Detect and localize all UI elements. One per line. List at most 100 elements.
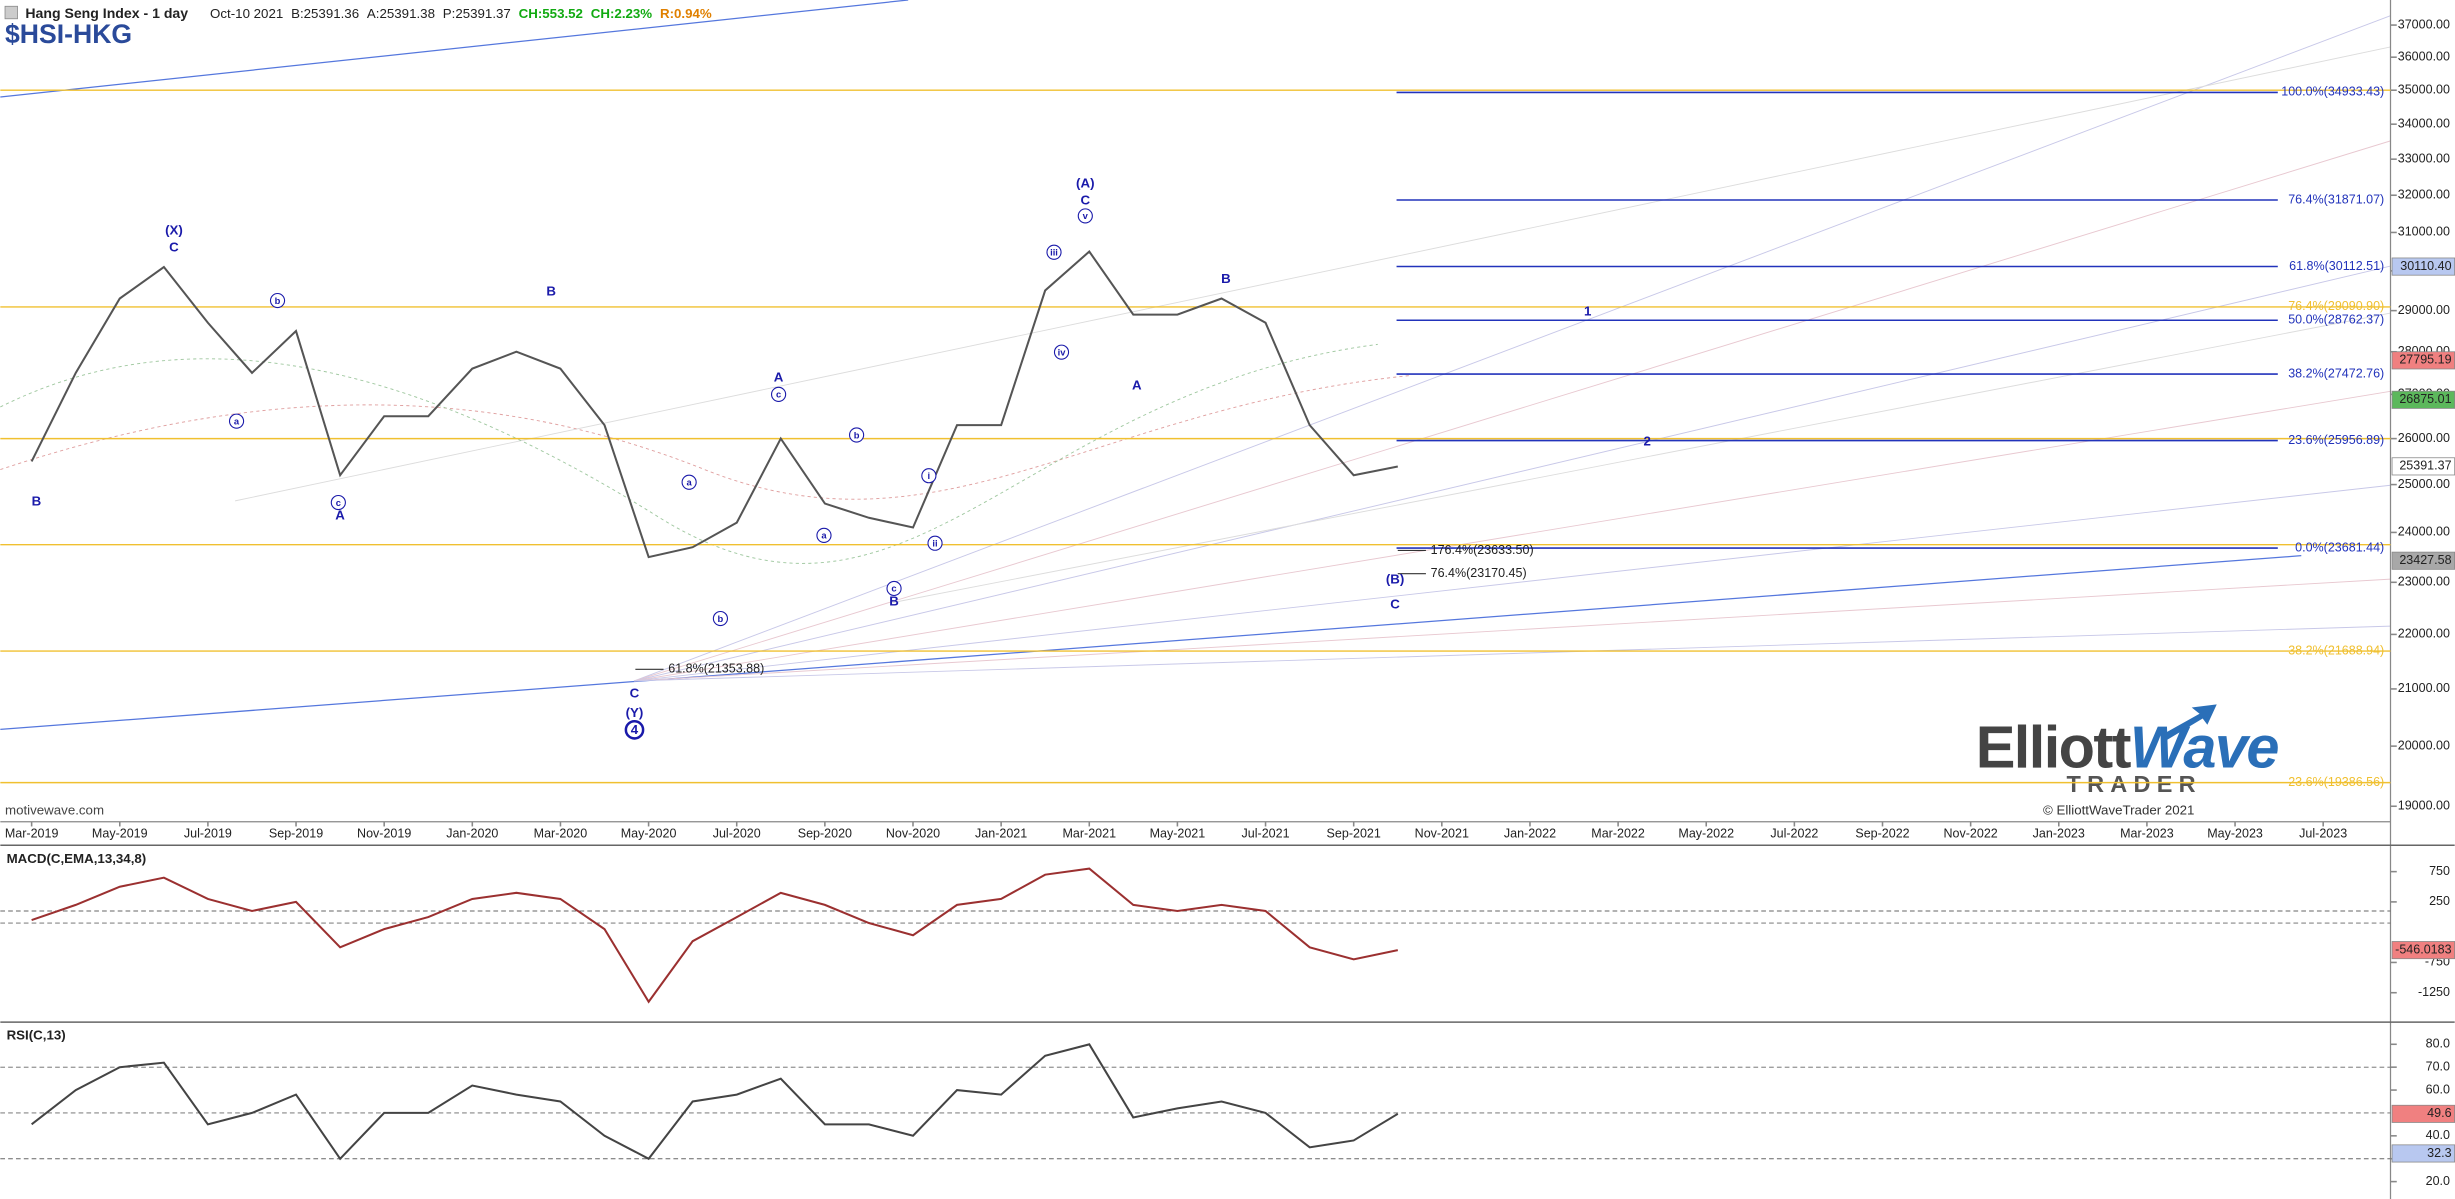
wave-label: c — [776, 389, 781, 400]
x-tick-label: May-2021 — [1150, 827, 1206, 841]
data-line — [31, 1043, 1399, 1161]
wave-label: ii — [932, 537, 937, 548]
moving-average — [0, 343, 1378, 564]
logo: ElliottWave — [1976, 713, 2279, 780]
level-label: 23.6%(19386.56) — [2288, 775, 2384, 789]
wave-label: b — [854, 429, 860, 440]
copyright: © ElliottWaveTrader 2021 — [2043, 802, 2194, 817]
y-tick-label: 34000.00 — [2398, 116, 2450, 130]
x-tick-label: Jan-2023 — [2033, 827, 2085, 841]
wave-label: a — [821, 530, 827, 541]
range: R:0.94% — [660, 6, 712, 21]
wave-circle — [1046, 244, 1062, 260]
price-marker-label: 23427.58 — [2399, 553, 2451, 567]
y-tick-label: 19000.00 — [2398, 799, 2450, 813]
x-tick-label: Jul-2019 — [184, 827, 232, 841]
x-tick-label: Jan-2021 — [975, 827, 1027, 841]
wave-label: C — [630, 686, 640, 701]
x-tick-label: Sep-2021 — [1327, 827, 1381, 841]
fib-label: 23.6%(25956.89) — [2288, 433, 2384, 447]
y-tick-label: 80.0 — [2426, 1037, 2450, 1051]
x-tick-label: Jul-2021 — [1242, 827, 1290, 841]
x-tick-label: Nov-2022 — [1944, 827, 1998, 841]
panel-title: MACD(C,EMA,13,34,8) — [7, 851, 147, 866]
y-tick-label: -1250 — [2418, 985, 2450, 999]
wave-label: a — [687, 477, 693, 488]
x-tick-label: May-2022 — [1678, 827, 1734, 841]
quote-bar: Oct-10 2021 B:25391.36 A:25391.38 P:25391.3… — [210, 6, 712, 21]
wave-label: c — [891, 583, 896, 594]
wave-circle — [1053, 344, 1070, 360]
bid: B:25391.36 — [291, 6, 359, 21]
price-marker-label: -546.0183 — [2395, 942, 2451, 956]
moving-average — [0, 375, 1410, 500]
wave-circle — [228, 413, 245, 429]
y-tick-label: 33000.00 — [2398, 151, 2450, 165]
wave-label: v — [1083, 210, 1089, 221]
x-tick-label: Nov-2021 — [1415, 827, 1469, 841]
y-tick-label: 32000.00 — [2398, 188, 2450, 202]
level-label: 38.2%(21688.94) — [2288, 643, 2384, 657]
wave-label: iii — [1050, 247, 1058, 258]
trendlines — [0, 0, 2391, 731]
symbol: $HSI-HKG — [5, 19, 132, 49]
ask: A:25391.38 — [367, 6, 435, 21]
fan-line — [235, 46, 2391, 502]
wave-circle — [330, 494, 346, 511]
price-marker-label: 30110.40 — [2400, 259, 2451, 273]
date: Oct-10 2021 — [210, 6, 283, 21]
wave-circle — [816, 527, 832, 543]
wave-label: B — [32, 493, 42, 508]
x-tick-label: Nov-2019 — [357, 827, 411, 841]
icon — [4, 5, 18, 20]
wave-label: i — [928, 470, 931, 481]
wave-circle — [624, 719, 645, 740]
price-marker-label: 26875.01 — [2399, 392, 2451, 406]
wave-circle — [712, 610, 729, 627]
price-marker-label: 49.6 — [2427, 1106, 2451, 1120]
fan-line — [634, 390, 2391, 682]
x-tick-label: Mar-2019 — [5, 827, 59, 841]
y-tick-label: 250 — [2429, 894, 2450, 908]
y-tick-label: 21000.00 — [2398, 681, 2450, 695]
change-pct: CH:2.23% — [591, 6, 653, 21]
y-tick-label: 40.0 — [2426, 1128, 2450, 1142]
wave-circle — [921, 468, 937, 484]
y-tick-label: 26000.00 — [2398, 431, 2450, 445]
y-tick-label: 25000.00 — [2398, 477, 2450, 491]
logo-arrow — [2160, 704, 2217, 742]
level-label: 76.4%(29090.90) — [2288, 299, 2384, 313]
logo-word: Wave — [2130, 713, 2279, 780]
wave-label: iv — [1058, 346, 1067, 357]
x-tick-label: Nov-2020 — [886, 827, 940, 841]
wave-label: 1 — [1584, 304, 1592, 319]
fib-label: 100.0%(34933.43) — [2281, 85, 2384, 99]
y-tick-label: 20.0 — [2426, 1174, 2450, 1188]
price-marker-label: 27795.19 — [2399, 353, 2451, 367]
x-tick-label: Jan-2020 — [446, 827, 498, 841]
logo-word: Elliott — [1976, 713, 2132, 780]
annotation: 61.8%(21353.88) — [668, 662, 764, 676]
wave-label: C — [169, 240, 179, 255]
panel-title: RSI(C,13) — [7, 1028, 66, 1043]
x-tick-label: May-2020 — [621, 827, 677, 841]
wave-label: b — [718, 613, 724, 624]
wave-label: A — [335, 507, 345, 522]
y-tick-label: 60.0 — [2426, 1082, 2450, 1096]
x-tick-label: Mar-2020 — [534, 827, 588, 841]
source: motivewave.com — [5, 802, 104, 817]
fib-label: 50.0%(28762.37) — [2288, 313, 2384, 327]
x-tick-label: Jul-2022 — [1770, 827, 1818, 841]
annotation: 76.4%(23170.45) — [1431, 566, 1527, 580]
fan-line — [634, 140, 2391, 682]
fan-line — [892, 312, 2391, 604]
wave-label: (B) — [1386, 572, 1404, 587]
wave-label: B — [1221, 271, 1231, 286]
wave-label: A — [1132, 378, 1142, 393]
wave-circle — [849, 427, 865, 443]
fan-line — [634, 578, 2391, 682]
fib-label: 61.8%(30112.51) — [2289, 259, 2384, 273]
y-tick-label: 22000.00 — [2398, 627, 2450, 641]
x-tick-label: Mar-2022 — [1591, 827, 1645, 841]
